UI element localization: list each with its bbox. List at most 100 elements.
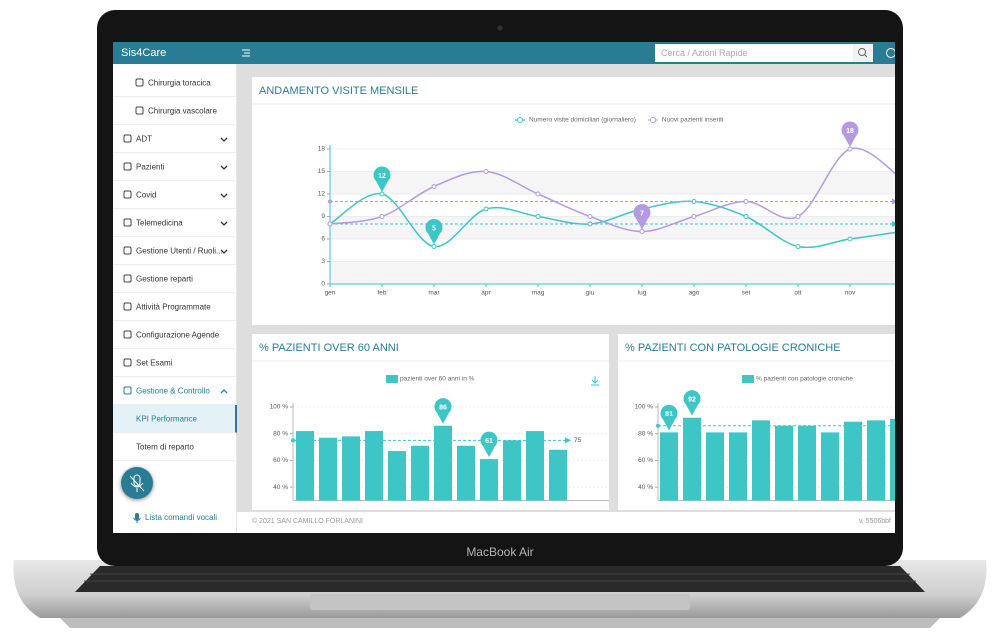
legend-label[interactable]: pazienti over 60 anni in % [400,376,475,383]
download-icon[interactable] [591,376,599,386]
bar[interactable] [526,431,544,501]
menu-label: Chirurgia vascolare [148,106,217,115]
chevron-shape [220,221,228,226]
menu-label: KPI Performance [136,414,197,423]
point [587,214,593,219]
bar[interactable] [480,459,498,501]
bar[interactable] [411,445,429,501]
menu-label: ADT [136,134,152,143]
search-box[interactable]: Cerca / Azioni Rapide [655,44,853,62]
menu-icon [123,274,132,283]
menu-icon [123,358,132,367]
chevron [220,165,228,170]
pin-label: 81 [665,411,673,418]
menu-item[interactable]: KPI Performance [113,405,237,433]
legend-label[interactable]: Numero visite domiciliari (giornaliero) [529,117,636,124]
menu-item[interactable]: Covid [113,181,237,209]
copyright: © 2021 SAN CAMILLO FORLANINI [252,518,363,525]
menu-icon [123,162,132,171]
bar[interactable] [434,425,452,501]
chevron [220,193,228,198]
bar[interactable] [365,431,383,501]
bar[interactable] [503,440,521,501]
x-tick-label: feb [377,290,386,297]
voice-button[interactable] [121,467,153,499]
menu-item[interactable]: Chirurgia vascolare [113,97,237,125]
bar[interactable] [660,432,678,501]
point [535,214,541,219]
power-icon[interactable] [885,47,895,59]
panel: % PAZIENTI CON PATOLOGIE CRONICHE % pazie… [618,334,895,510]
bar[interactable] [296,431,314,501]
bar[interactable] [457,445,475,501]
header: Sis4Care Cerca / Azioni Rapide [113,42,895,64]
menu-item[interactable]: Set Esami [113,349,237,377]
menu-label: Telemedicina [136,218,183,227]
legend-marker [517,117,523,123]
voice-commands[interactable]: Lista comandi vocali [145,513,218,522]
y-tick-label: 100 % [635,404,654,411]
mark-line-start [656,423,660,428]
point [535,191,541,197]
chart-title: % PAZIENTI OVER 60 ANNI [259,342,399,354]
icon-shape [135,106,144,115]
y-tick-label: 100 % [270,404,289,411]
bar[interactable] [706,432,724,501]
pin-label: 61 [485,438,493,445]
split-area [330,171,895,194]
chevron-shape [220,249,228,254]
menu-item[interactable]: Totem di reparto [113,433,237,461]
x-tick-label: ott [794,290,801,297]
bar[interactable] [342,436,360,501]
icon-shape [123,218,132,227]
icon-shape [123,134,132,143]
bar[interactable] [867,420,885,501]
search-button[interactable] [853,44,873,62]
chevron [220,389,228,394]
legend-marker [649,117,656,123]
y-tick-label: 3 [321,258,325,265]
y-tick-label: 18 [318,146,326,153]
bar[interactable] [821,432,839,501]
mic-icon [133,513,141,523]
point [639,229,645,234]
bar[interactable] [388,451,406,501]
menu-toggle[interactable] [241,48,251,58]
keyboard [75,566,925,592]
pin [683,390,701,416]
menu-item[interactable]: Gestione & Controllo [113,377,237,405]
pin-label: 86 [439,405,447,412]
bar[interactable] [775,425,793,501]
legend-label[interactable]: Nuovi pazienti inseriti [662,117,723,124]
legend-label[interactable]: % pazienti con patologie croniche [756,376,853,383]
menu-item[interactable]: Telemedicina [113,209,237,237]
menu-item[interactable]: ADT [113,125,237,153]
menu-item[interactable]: Attività Programmate [113,293,237,321]
bar[interactable] [683,417,701,501]
icon-shape [135,78,144,87]
menu-item[interactable]: Gestione Utenti / Ruoli... [113,237,237,265]
bar[interactable] [729,432,747,501]
menu-item[interactable]: Pazienti [113,153,237,181]
bar[interactable] [798,425,816,501]
bar[interactable] [549,449,567,501]
bar[interactable] [752,420,770,501]
chevron [220,221,228,226]
mark-line-arrow [892,221,895,227]
point [691,214,697,219]
bar[interactable] [319,437,337,501]
x-tick-label: apr [481,290,491,297]
pin-label: 92 [688,397,696,404]
menu-label: Gestione & Controllo [136,386,210,395]
menu-label: Configurazione Agende [136,330,220,339]
trackpad [310,594,690,610]
bar[interactable] [844,421,862,501]
point [483,169,489,174]
menu-item[interactable]: Configurazione Agende [113,321,237,349]
menu-item[interactable]: Chirurgia toracica [113,69,237,97]
y-tick-label: 9 [321,213,325,220]
menu-icon [123,218,132,227]
menu-item[interactable]: Gestione reparti [113,265,237,293]
bar[interactable] [890,419,895,501]
